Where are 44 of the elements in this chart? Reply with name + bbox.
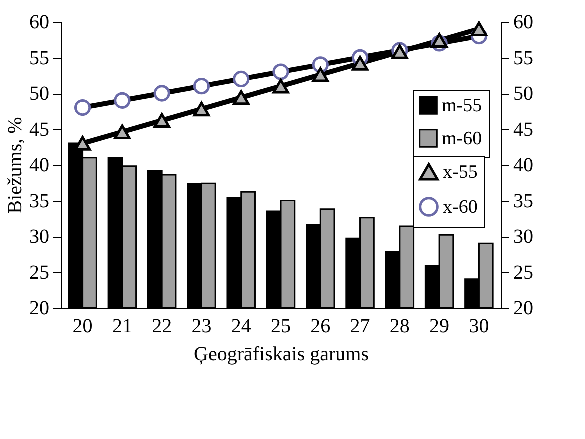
point	[233, 90, 250, 106]
legend-label: m-55	[442, 96, 482, 116]
y2-tick-label: 55	[514, 47, 534, 70]
x-tick-label: 27	[350, 316, 370, 338]
y-tick-label: 30	[30, 226, 50, 248]
y-tick-label: 20	[30, 298, 50, 320]
y2-tick-label: 35	[514, 190, 534, 212]
y-tick-label: 35	[30, 190, 50, 212]
y2-tick-label: 25	[514, 262, 534, 284]
y2-tick-label: 30	[514, 226, 534, 248]
point	[154, 113, 170, 128]
x-tick-label: 29	[430, 316, 450, 338]
y-tick-label: 40	[30, 154, 50, 176]
point	[193, 102, 210, 117]
y2-tick-label: 20	[514, 298, 534, 320]
x-tick-label: 30	[469, 316, 490, 338]
legend-label: x-60	[443, 197, 478, 218]
y-tick-label: 50	[30, 83, 50, 105]
y-tick-label: 55	[30, 47, 50, 70]
x-tick-label: 25	[271, 316, 291, 338]
y2-tick-label: 40	[514, 154, 534, 176]
y2-tick-label: 60	[514, 12, 534, 34]
x-tick-label: 20	[72, 316, 93, 338]
x-axis-title: Ģeogrāfiskais garums	[194, 344, 370, 366]
x-tick-label: 26	[310, 316, 331, 338]
y2-tick-label: 50	[514, 83, 534, 105]
y-axis-title: Biežums, %	[4, 117, 26, 214]
point	[470, 22, 488, 37]
x-tick-label: 28	[390, 316, 410, 338]
x-tick-label: 22	[152, 316, 172, 338]
y-tick-label: 60	[30, 12, 50, 34]
point	[114, 124, 131, 140]
point	[312, 68, 329, 82]
legend-label: m-60	[442, 128, 482, 150]
legend-label: x-55	[443, 162, 478, 183]
y-tick-label: 25	[30, 262, 50, 284]
point	[352, 56, 369, 71]
x-tick-label: 23	[192, 316, 212, 338]
y-tick-label: 45	[30, 118, 50, 141]
x-tick-label: 21	[112, 316, 132, 338]
point	[272, 78, 290, 94]
point	[431, 33, 448, 48]
y2-tick-label: 45	[514, 118, 534, 141]
x-tick-label: 24	[231, 316, 252, 338]
